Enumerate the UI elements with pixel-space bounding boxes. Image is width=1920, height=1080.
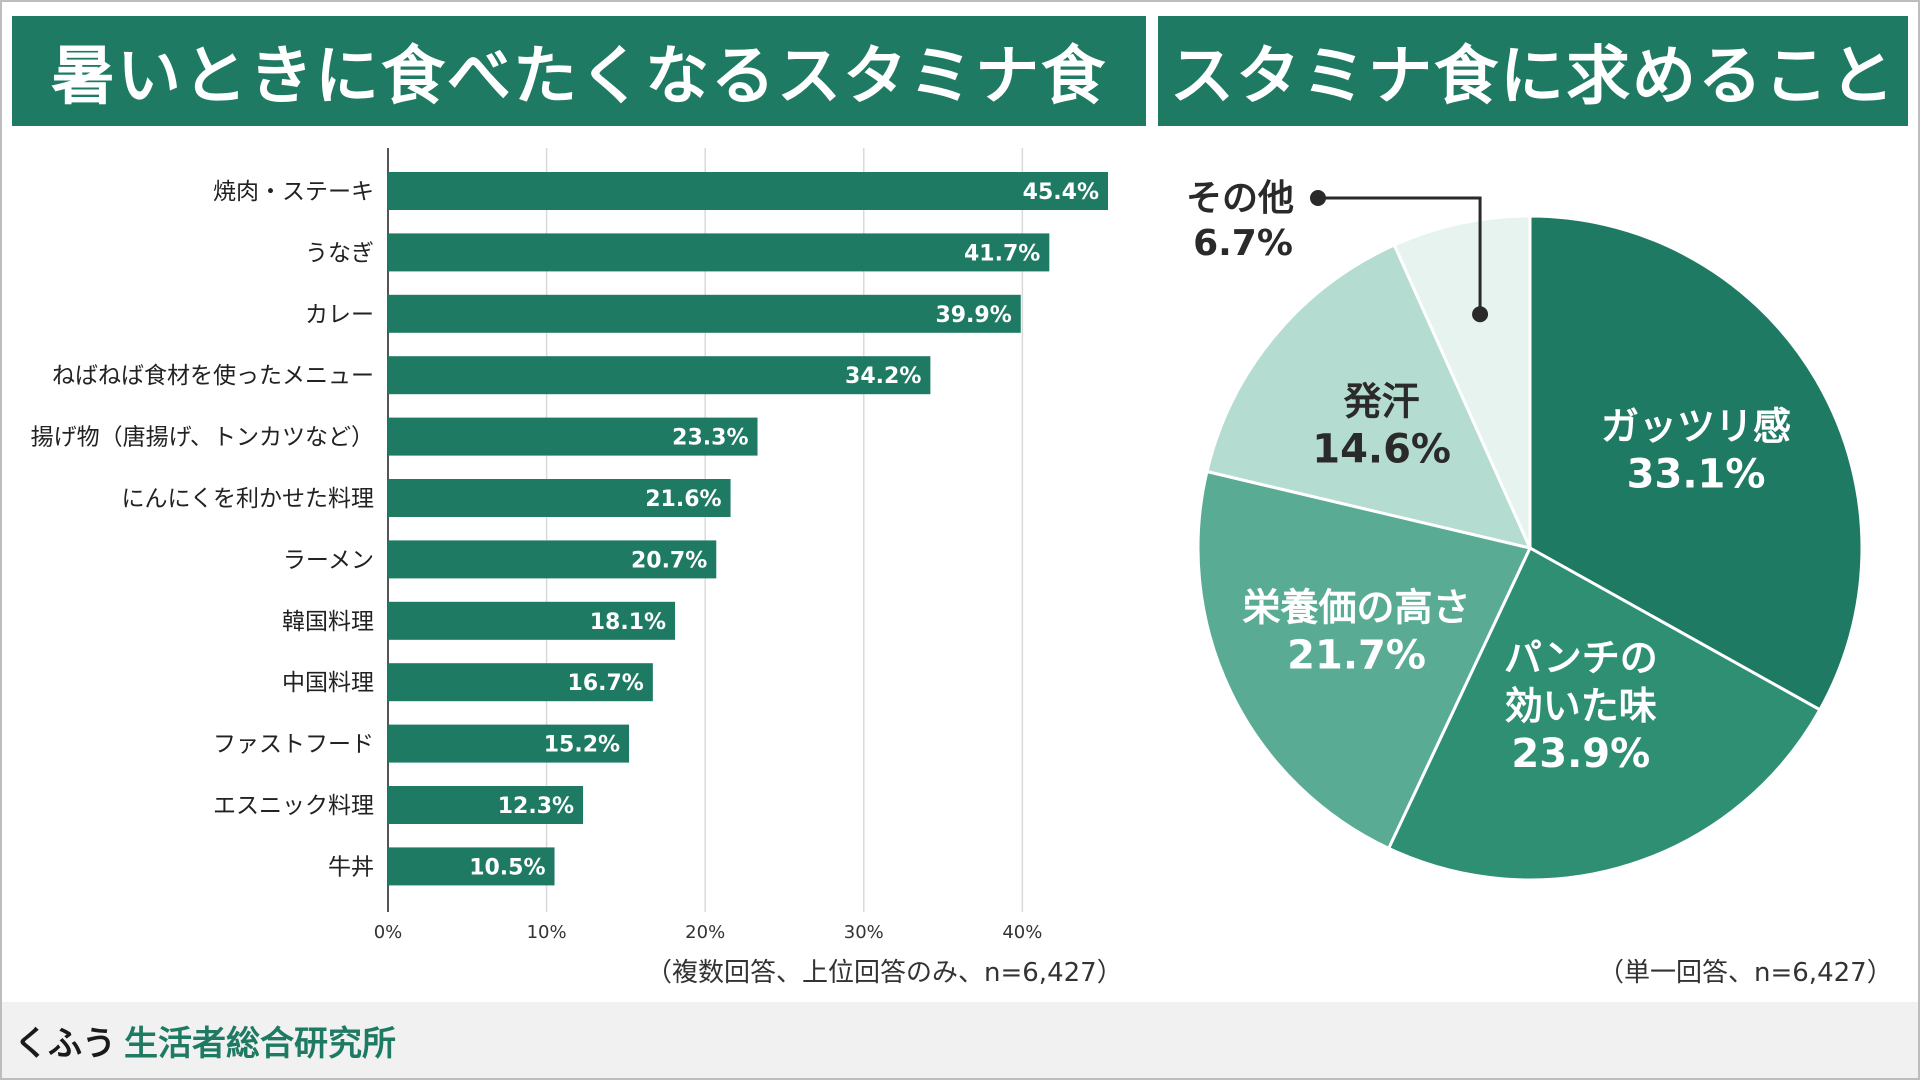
bar xyxy=(388,540,717,579)
slice-value-label: 33.1% xyxy=(1627,452,1766,498)
x-tick-label: 30% xyxy=(844,922,884,943)
pie-slice xyxy=(1386,545,1822,882)
slice-value-label: 21.7% xyxy=(1287,633,1426,679)
data-label: 45.4% xyxy=(1023,180,1099,205)
category-label: うなぎ xyxy=(305,240,374,266)
category-label: カレー xyxy=(305,302,374,328)
data-label: 39.9% xyxy=(935,303,1011,328)
chart-canvas: 0% 10% 20% 30% 40% 焼肉・ステーキ 45.4% うなぎ 41.7% カレー 39.… xyxy=(31,148,1864,943)
category-label: 焼肉・ステーキ xyxy=(213,179,374,205)
category-label: 牛丼 xyxy=(328,854,374,880)
category-label: エスニック料理 xyxy=(213,793,374,819)
slice-value-label: 14.6% xyxy=(1312,426,1451,472)
bar xyxy=(388,172,1108,210)
slice-label: 効いた味 xyxy=(1505,684,1657,728)
bar xyxy=(388,724,630,763)
bar xyxy=(388,479,731,517)
bar-chart: 0% 10% 20% 30% 40% 焼肉・ステーキ 45.4% うなぎ 41.7% カレー 39.… xyxy=(31,148,1108,943)
bar xyxy=(388,601,676,640)
pie-slice xyxy=(1205,243,1533,551)
footer: くふう 生活者総合研究所 xyxy=(2,1002,1918,1078)
pie-slice xyxy=(1196,469,1533,851)
data-label: 21.6% xyxy=(645,487,721,512)
data-label: 15.2% xyxy=(544,733,620,758)
bar xyxy=(388,233,1050,272)
slice-label: 栄養価の高さ xyxy=(1243,586,1471,630)
data-label: 23.3% xyxy=(672,426,748,451)
bar xyxy=(388,847,555,886)
pie-slice xyxy=(1392,214,1532,549)
data-label: 20.7% xyxy=(631,548,707,573)
slice-label: パンチの xyxy=(1504,636,1658,680)
brand-name: 生活者総合研究所 xyxy=(124,1023,396,1064)
data-label: 12.3% xyxy=(498,794,574,819)
category-label: ファストフード xyxy=(213,732,374,758)
bar xyxy=(388,417,758,456)
pie-chart-title: スタミナ食に求めること xyxy=(1158,16,1908,126)
slice-value-label: 6.7% xyxy=(1193,223,1293,264)
slice-value-label: 23.9% xyxy=(1511,731,1650,777)
category-label: にんにくを利かせた料理 xyxy=(121,486,374,512)
pie-chart-note: （単一回答、n=6,427） xyxy=(1598,958,1893,988)
category-label: 中国料理 xyxy=(282,670,374,696)
data-label: 16.7% xyxy=(568,671,644,696)
data-label: 41.7% xyxy=(964,241,1040,266)
category-label: ラーメン xyxy=(283,547,374,573)
bar xyxy=(388,356,931,395)
slice-label: その他 xyxy=(1186,178,1294,219)
category-label: 韓国料理 xyxy=(282,609,374,635)
bar xyxy=(388,294,1021,333)
brand-prefix: くふう xyxy=(14,1023,116,1064)
x-tick-label: 0% xyxy=(374,922,403,943)
slice-label: ガッツリ感 xyxy=(1601,405,1791,449)
bar-chart-note: （複数回答、上位回答のみ、n=6,427） xyxy=(646,958,1123,988)
callout-dot xyxy=(1310,190,1326,206)
bar xyxy=(388,786,584,824)
data-label: 34.2% xyxy=(845,364,921,389)
x-tick-label: 20% xyxy=(685,922,725,943)
callout-line xyxy=(1318,196,1482,315)
category-label: ねばねば食材を使ったメニュー xyxy=(52,363,374,389)
pie-slice xyxy=(1528,214,1864,712)
bar-chart-title: 暑いときに食べたくなるスタミナ食 xyxy=(12,16,1146,126)
x-tick-label: 40% xyxy=(1002,922,1042,943)
data-label: 10.5% xyxy=(469,855,545,880)
x-tick-label: 10% xyxy=(527,922,567,943)
bar xyxy=(388,663,653,702)
data-label: 18.1% xyxy=(590,610,666,635)
category-label: 揚げ物（唐揚げ、トンカツなど） xyxy=(31,425,374,451)
slice-label: 発汗 xyxy=(1344,379,1420,423)
